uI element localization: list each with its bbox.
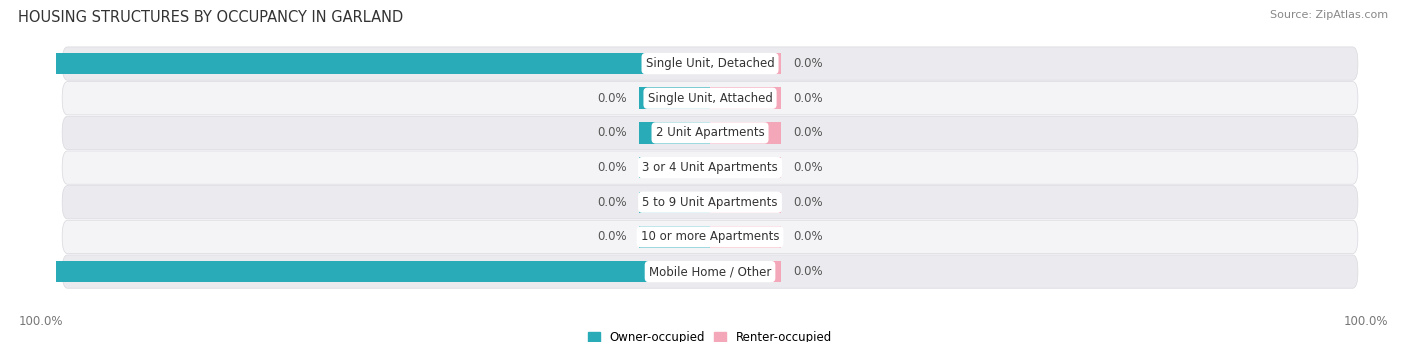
Text: 5 to 9 Unit Apartments: 5 to 9 Unit Apartments — [643, 196, 778, 209]
Bar — [710, 226, 782, 248]
FancyBboxPatch shape — [62, 116, 1358, 149]
Text: Mobile Home / Other: Mobile Home / Other — [648, 265, 772, 278]
Bar — [638, 192, 710, 213]
Bar — [0, 53, 710, 74]
Bar — [710, 122, 782, 144]
FancyBboxPatch shape — [62, 151, 1358, 184]
Bar — [638, 226, 710, 248]
Text: 100.0%: 100.0% — [18, 315, 63, 328]
Bar — [710, 157, 782, 178]
FancyBboxPatch shape — [62, 186, 1358, 219]
Text: 2 Unit Apartments: 2 Unit Apartments — [655, 127, 765, 140]
Text: 0.0%: 0.0% — [793, 265, 823, 278]
Text: 0.0%: 0.0% — [793, 57, 823, 70]
Text: 0.0%: 0.0% — [598, 196, 627, 209]
Text: 0.0%: 0.0% — [793, 127, 823, 140]
Text: 0.0%: 0.0% — [793, 92, 823, 105]
Text: Single Unit, Attached: Single Unit, Attached — [648, 92, 772, 105]
Text: 10 or more Apartments: 10 or more Apartments — [641, 231, 779, 244]
Bar — [638, 88, 710, 109]
Text: 0.0%: 0.0% — [793, 196, 823, 209]
Text: 0.0%: 0.0% — [598, 127, 627, 140]
Text: Single Unit, Detached: Single Unit, Detached — [645, 57, 775, 70]
FancyBboxPatch shape — [62, 255, 1358, 288]
Bar — [710, 53, 782, 74]
Text: 3 or 4 Unit Apartments: 3 or 4 Unit Apartments — [643, 161, 778, 174]
Text: 0.0%: 0.0% — [793, 231, 823, 244]
Bar — [710, 192, 782, 213]
Bar — [0, 261, 710, 282]
FancyBboxPatch shape — [62, 220, 1358, 253]
Bar — [710, 261, 782, 282]
Text: 0.0%: 0.0% — [598, 161, 627, 174]
Text: 100.0%: 100.0% — [1343, 315, 1388, 328]
Text: 0.0%: 0.0% — [598, 92, 627, 105]
Text: HOUSING STRUCTURES BY OCCUPANCY IN GARLAND: HOUSING STRUCTURES BY OCCUPANCY IN GARLA… — [18, 10, 404, 25]
Legend: Owner-occupied, Renter-occupied: Owner-occupied, Renter-occupied — [588, 331, 832, 342]
Bar — [710, 88, 782, 109]
Bar — [638, 157, 710, 178]
FancyBboxPatch shape — [62, 82, 1358, 115]
Text: Source: ZipAtlas.com: Source: ZipAtlas.com — [1270, 10, 1388, 20]
Text: 0.0%: 0.0% — [793, 161, 823, 174]
FancyBboxPatch shape — [62, 47, 1358, 80]
Bar — [638, 122, 710, 144]
Text: 0.0%: 0.0% — [598, 231, 627, 244]
